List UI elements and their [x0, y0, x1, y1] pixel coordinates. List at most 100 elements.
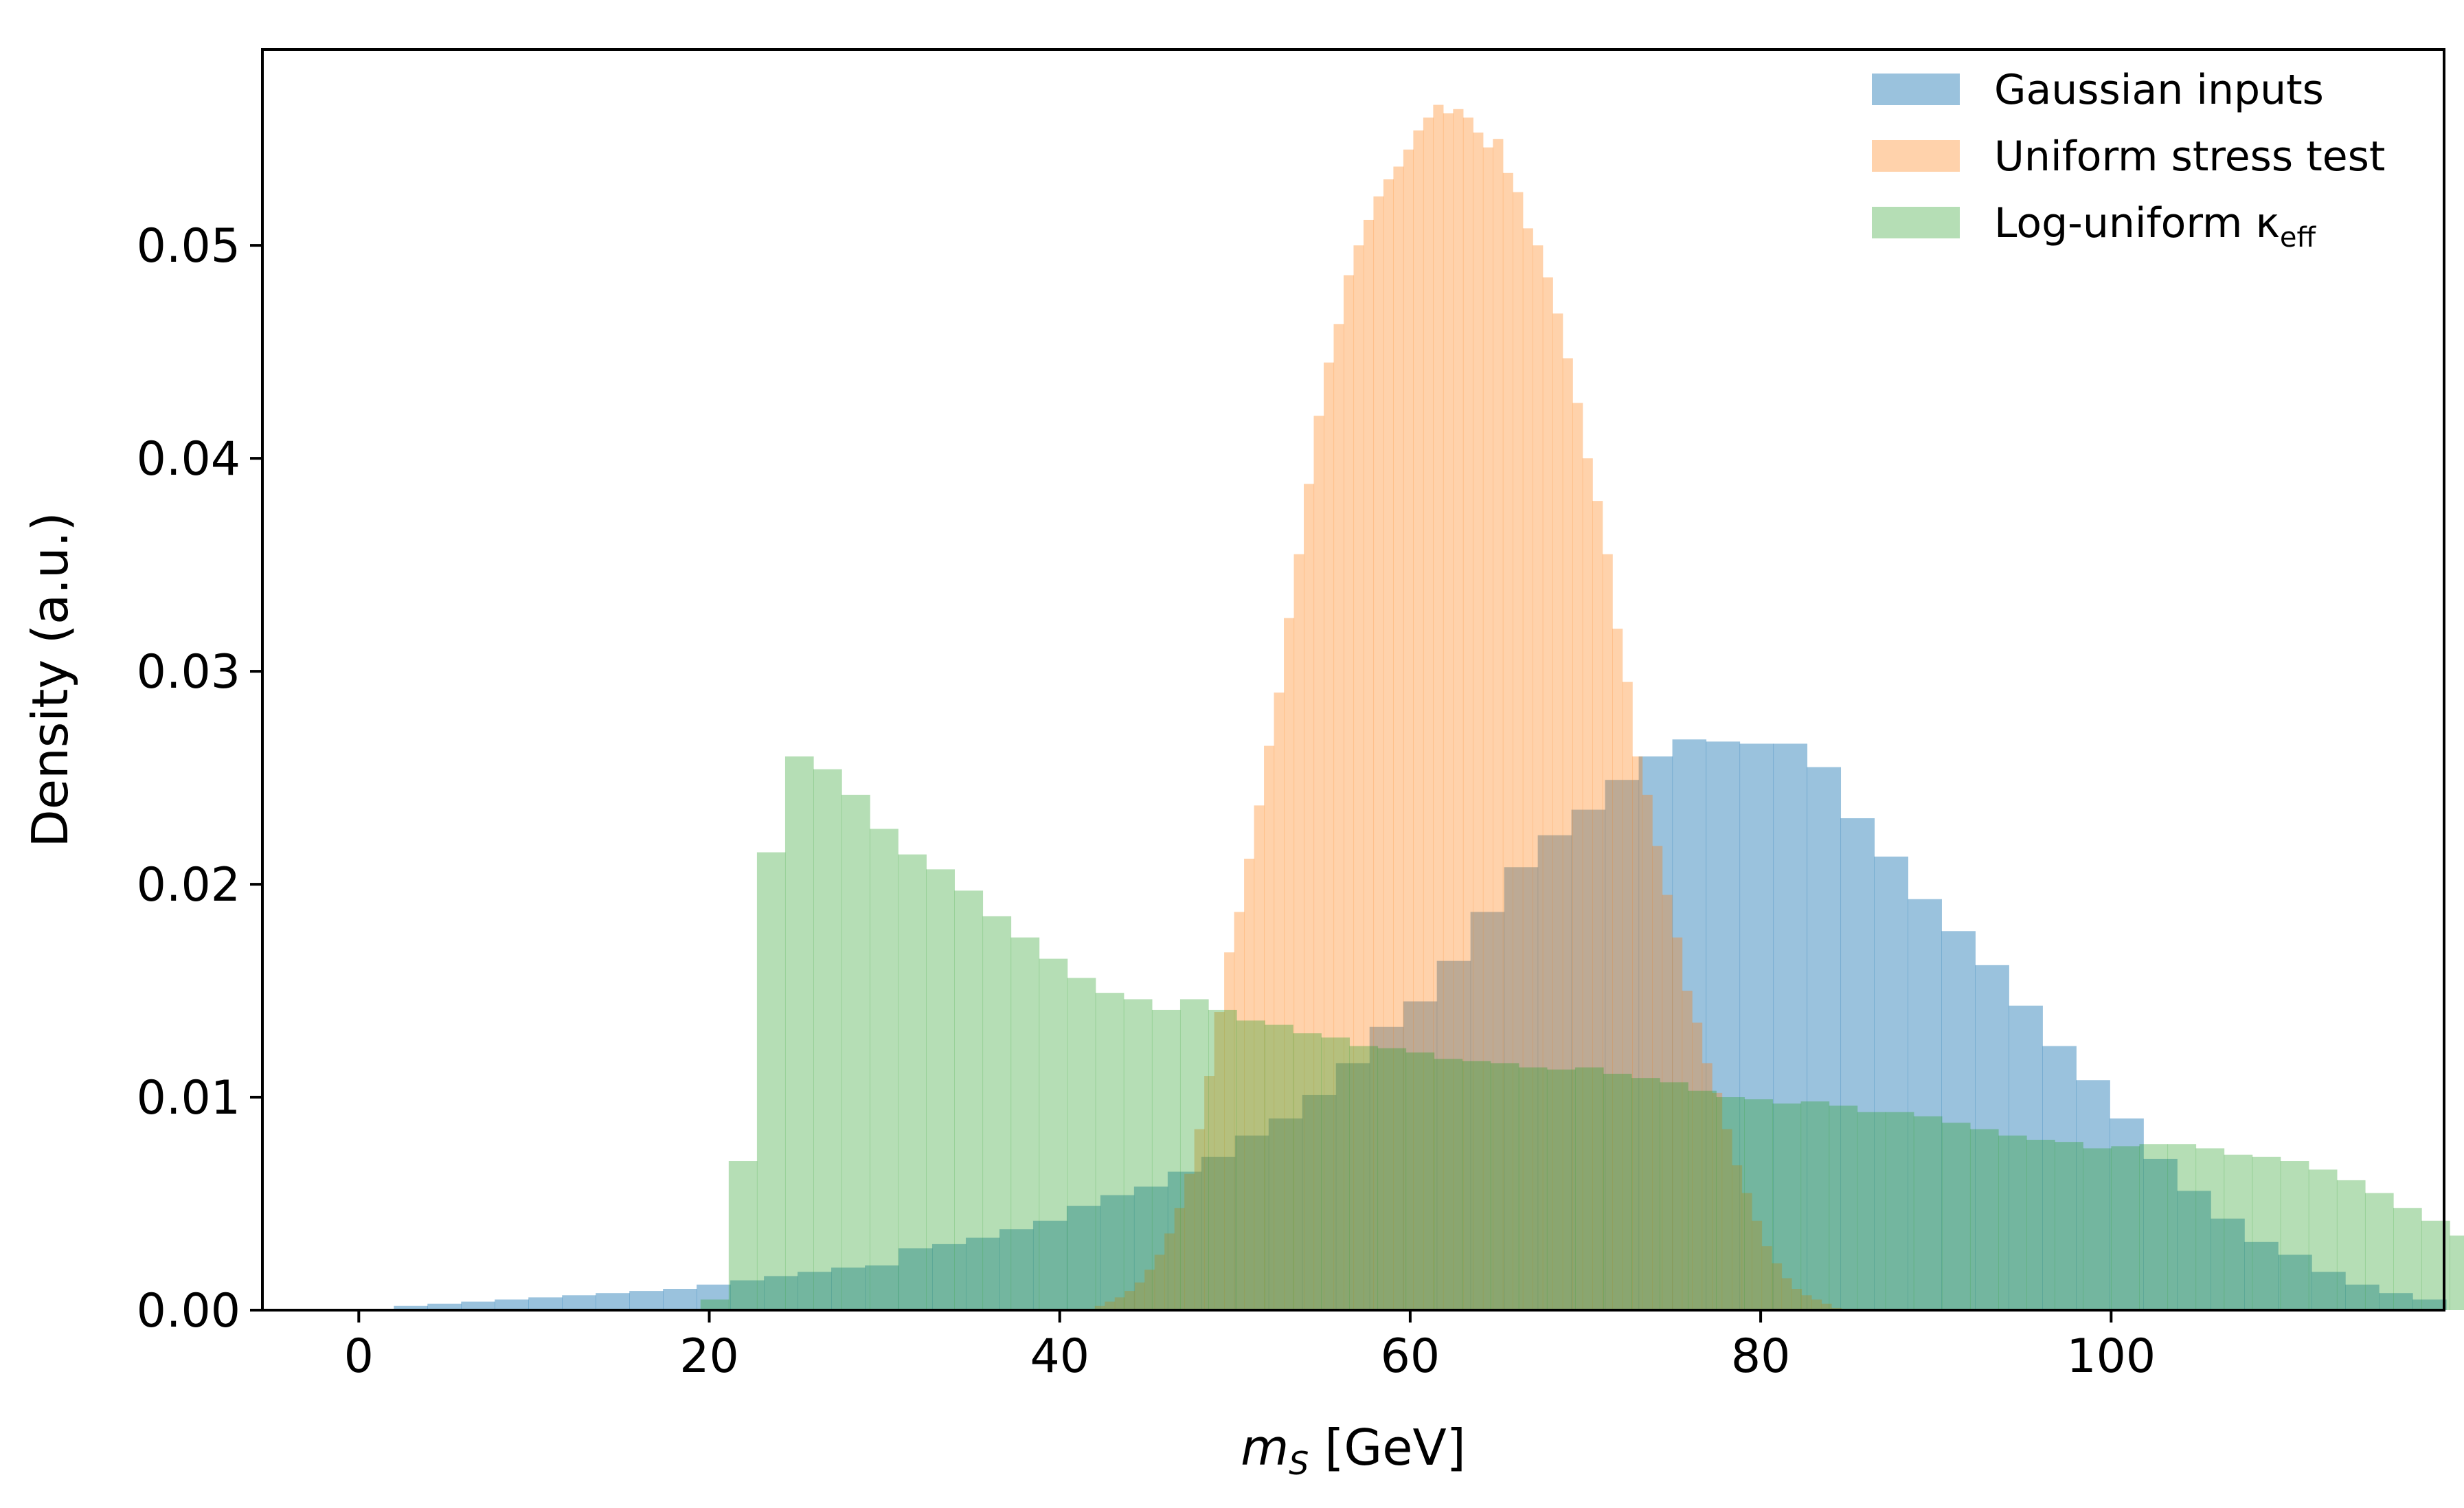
histogram-bar	[1518, 1067, 1548, 1310]
histogram-bar	[1234, 1135, 1269, 1310]
histogram-bar	[1571, 809, 1606, 1310]
histogram-bar	[1542, 277, 1553, 1310]
histogram-bar	[427, 1303, 462, 1310]
histogram-bar	[1706, 741, 1741, 1310]
legend-swatch-uniform-stress-test	[1872, 140, 1960, 172]
histogram-bar	[1522, 228, 1533, 1310]
histogram-bar	[1208, 1009, 1237, 1310]
histogram-bar	[2312, 1272, 2346, 1310]
legend: Gaussian inputs Uniform stress test Log-…	[1872, 66, 2385, 254]
histogram-bar	[700, 1299, 730, 1310]
histogram-bar	[1470, 912, 1505, 1310]
histogram-bar	[697, 1284, 731, 1310]
y-tick-label: 0.01	[137, 1071, 240, 1125]
histogram-series-3	[700, 756, 2464, 1310]
histogram-bar	[2224, 1154, 2253, 1310]
histogram-bar	[2450, 1235, 2464, 1310]
histogram-bar	[1343, 275, 1355, 1310]
histogram-bar	[1807, 767, 1842, 1310]
histogram-bar	[1214, 1012, 1225, 1310]
histogram-bar	[2083, 1148, 2112, 1310]
histogram-bar	[2364, 1193, 2394, 1310]
histogram-bar	[1405, 1052, 1435, 1310]
histogram-bar	[1660, 1082, 1688, 1310]
histogram-bar	[2280, 1161, 2309, 1310]
histogram-bar	[596, 1293, 630, 1310]
histogram-bar	[798, 1272, 832, 1310]
histogram-bar	[1164, 1233, 1175, 1310]
x-axis-title: mS [GeV]	[1241, 1419, 1466, 1482]
histogram-bar	[1662, 894, 1673, 1310]
histogram-bar	[1373, 196, 1384, 1310]
histogram-bar	[1265, 1024, 1293, 1310]
histogram-bar	[1969, 1129, 1999, 1310]
histogram-bar	[1333, 324, 1344, 1310]
histogram-bar	[1179, 999, 1209, 1310]
histogram-bar	[1672, 739, 1707, 1310]
histogram-bar	[1067, 978, 1096, 1310]
histogram-bar	[1638, 756, 1673, 1310]
histogram-bar	[931, 1243, 967, 1310]
histogram-bar	[1741, 1193, 1752, 1310]
histogram-bar	[1302, 1094, 1337, 1310]
histogram-bar	[728, 1161, 758, 1310]
histogram-bar	[1562, 358, 1573, 1311]
series-layer	[394, 104, 2464, 1311]
histogram-bar	[1602, 554, 1613, 1310]
histogram-bar	[1692, 1022, 1703, 1310]
histogram-bar	[1612, 629, 1623, 1310]
histogram-bar	[1453, 109, 1464, 1310]
x-tick-label: 40	[1030, 1329, 1089, 1384]
x-tick-label: 100	[2066, 1329, 2156, 1384]
histogram-bar	[394, 1305, 428, 1310]
histogram-bar	[1537, 835, 1572, 1310]
histogram-bar	[1433, 104, 1444, 1311]
histogram-bar	[730, 1280, 765, 1310]
histogram-bar	[2111, 1146, 2140, 1310]
histogram-bar	[1885, 1112, 1914, 1310]
histogram-bar	[1462, 117, 1473, 1311]
histogram-bar	[1552, 313, 1563, 1310]
histogram-bar	[1224, 952, 1235, 1310]
histogram-bar	[1652, 846, 1663, 1310]
histogram-bar	[954, 890, 984, 1310]
histogram-bar	[1032, 1220, 1067, 1310]
histogram-bar	[1811, 1299, 1822, 1310]
histogram-bar	[1321, 1037, 1350, 1310]
histogram-bar	[1998, 1135, 2027, 1310]
histogram-bar	[1792, 1289, 1802, 1310]
x-tick-label: 0	[344, 1329, 374, 1384]
histogram-bar	[1094, 1305, 1105, 1310]
histogram-bar	[528, 1297, 563, 1310]
histogram-bar	[1010, 937, 1040, 1310]
y-tick-label: 0.00	[137, 1284, 240, 1338]
histogram-bar	[1908, 899, 1942, 1310]
histogram-bar	[1721, 1129, 1732, 1310]
legend-label-uniform-stress-test: Uniform stress test	[1994, 133, 2385, 181]
histogram-bar	[965, 1237, 1000, 1310]
histogram-bar	[1123, 999, 1153, 1310]
histogram-bar	[1436, 960, 1471, 1310]
histogram-bar	[1739, 743, 1774, 1310]
histogram-bar	[1582, 458, 1593, 1310]
histogram-bar	[1801, 1295, 1812, 1310]
histogram-bar	[2167, 1144, 2197, 1310]
histogram-bar	[1821, 1303, 1832, 1310]
histogram-bar	[1369, 1026, 1404, 1310]
histogram-bar	[2412, 1299, 2447, 1310]
histogram-bar	[2110, 1118, 2144, 1310]
x-axis-title-symbol: m	[1241, 1419, 1289, 1476]
histogram-bar	[813, 769, 842, 1310]
histogram-series-2	[1094, 104, 1842, 1311]
histogram-bar	[756, 852, 786, 1310]
histogram-bar	[2336, 1180, 2366, 1310]
legend-label-log-uniform-subscript: eff	[2280, 222, 2317, 254]
histogram-bar	[1393, 166, 1404, 1311]
histogram-bar	[1403, 149, 1414, 1311]
histogram-bar	[1167, 1171, 1202, 1310]
histogram-bar	[1114, 1297, 1125, 1310]
histogram-bar	[495, 1299, 529, 1310]
y-tick-label: 0.02	[137, 858, 240, 912]
histogram-bar	[841, 794, 870, 1310]
